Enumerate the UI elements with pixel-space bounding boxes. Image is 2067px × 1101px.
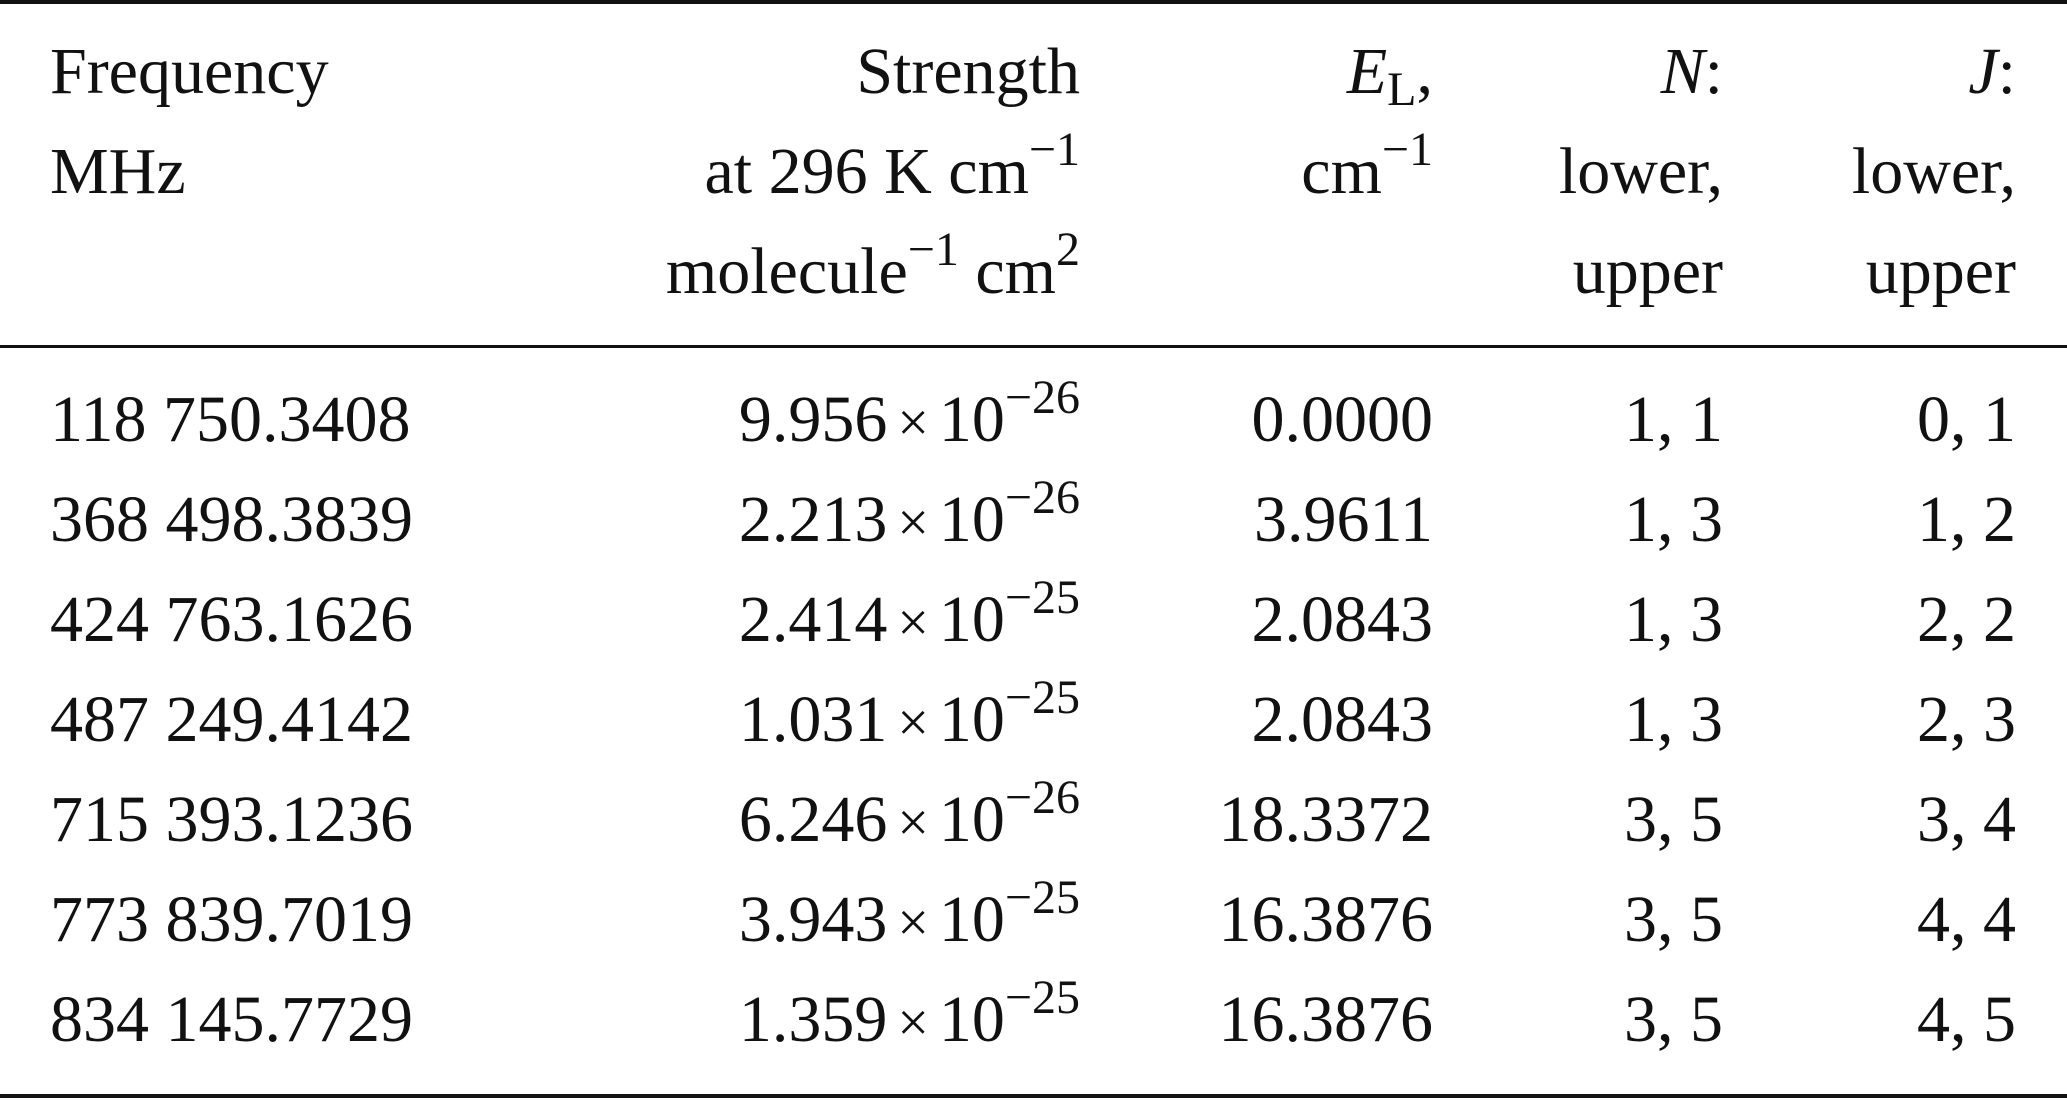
header-rule bbox=[0, 345, 2067, 348]
cell-frequency: 834 145.7729 bbox=[50, 983, 413, 1056]
strength-base: 10 bbox=[938, 683, 1005, 756]
cell-n: 3, 5 bbox=[1624, 983, 1723, 1056]
header-frequency: Frequency MHz bbox=[50, 22, 329, 222]
strength-base: 10 bbox=[938, 483, 1005, 556]
cell-n: 3, 5 bbox=[1624, 883, 1723, 956]
cell-strength: 1.359 × 10−25 bbox=[739, 970, 1080, 1073]
cell-strength: 9.956 × 10−26 bbox=[739, 370, 1080, 473]
strength-mantissa: 1.359 bbox=[738, 983, 888, 1056]
cell-frequency: 424 763.1626 bbox=[50, 583, 413, 656]
top-rule bbox=[0, 0, 2067, 4]
cell-strength: 2.213 × 10−26 bbox=[739, 470, 1080, 573]
times-sign: × bbox=[897, 792, 929, 854]
cell-strength: 2.414 × 10−25 bbox=[739, 570, 1080, 673]
cell-el: 2.0843 bbox=[1251, 583, 1434, 656]
header-j-line3: upper bbox=[1865, 235, 2016, 308]
cell-el: 18.3372 bbox=[1218, 783, 1434, 856]
strength-mantissa: 6.246 bbox=[738, 783, 888, 856]
cell-strength: 6.246 × 10−26 bbox=[739, 770, 1080, 873]
strength-base: 10 bbox=[938, 783, 1005, 856]
header-j-line1: J: bbox=[1968, 35, 2016, 108]
cell-n: 1, 3 bbox=[1624, 583, 1723, 656]
strength-base: 10 bbox=[938, 983, 1005, 1056]
times-sign: × bbox=[897, 992, 929, 1054]
cell-j: 0, 1 bbox=[1917, 383, 2016, 456]
header-el-line2: cm−1 bbox=[1301, 123, 1433, 209]
cell-j: 3, 4 bbox=[1917, 783, 2016, 856]
strength-exponent: −25 bbox=[1004, 871, 1080, 924]
header-j: J: lower, upper bbox=[1852, 22, 2016, 322]
strength-base: 10 bbox=[938, 883, 1005, 956]
strength-mantissa: 9.956 bbox=[738, 383, 888, 456]
header-n-line2: lower, bbox=[1558, 135, 1723, 208]
times-sign: × bbox=[897, 692, 929, 754]
times-sign: × bbox=[897, 492, 929, 554]
header-n: N: lower, upper bbox=[1559, 22, 1723, 322]
cell-frequency: 368 498.3839 bbox=[50, 483, 413, 556]
cell-el: 16.3876 bbox=[1218, 883, 1434, 956]
strength-exponent: −26 bbox=[1004, 471, 1080, 524]
header-el-line1: EL, bbox=[1346, 35, 1433, 116]
times-sign: × bbox=[897, 592, 929, 654]
strength-exponent: −25 bbox=[1004, 571, 1080, 624]
strength-base: 10 bbox=[938, 383, 1005, 456]
cell-j: 1, 2 bbox=[1917, 483, 2016, 556]
cell-j: 4, 4 bbox=[1917, 883, 2016, 956]
strength-exponent: −25 bbox=[1004, 671, 1080, 724]
header-n-line3: upper bbox=[1572, 235, 1723, 308]
header-frequency-line2: MHz bbox=[50, 135, 186, 208]
strength-mantissa: 2.414 bbox=[738, 583, 888, 656]
cell-strength: 1.031 × 10−25 bbox=[739, 670, 1080, 773]
header-n-line1: N: bbox=[1660, 35, 1723, 108]
cell-el: 2.0843 bbox=[1251, 683, 1434, 756]
header-strength-line2: at 296 K cm−1 bbox=[704, 123, 1080, 209]
cell-j: 2, 2 bbox=[1917, 583, 2016, 656]
cell-strength: 3.943 × 10−25 bbox=[739, 870, 1080, 973]
bottom-rule bbox=[0, 1094, 2067, 1098]
cell-frequency: 773 839.7019 bbox=[50, 883, 413, 956]
strength-exponent: −26 bbox=[1004, 771, 1080, 824]
strength-exponent: −25 bbox=[1004, 971, 1080, 1024]
cell-n: 3, 5 bbox=[1624, 783, 1723, 856]
cell-frequency: 715 393.1236 bbox=[50, 783, 413, 856]
cell-j: 4, 5 bbox=[1917, 983, 2016, 1056]
cell-el: 3.9611 bbox=[1253, 483, 1433, 556]
cell-el: 16.3876 bbox=[1218, 983, 1434, 1056]
cell-n: 1, 3 bbox=[1624, 483, 1723, 556]
cell-n: 1, 3 bbox=[1624, 683, 1723, 756]
header-frequency-line1: Frequency bbox=[50, 35, 329, 108]
cell-frequency: 487 249.4142 bbox=[50, 683, 413, 756]
header-strength-line1: Strength bbox=[856, 35, 1080, 108]
header-j-line2: lower, bbox=[1851, 135, 2016, 208]
header-strength: Strength at 296 K cm−1 molecule−1 cm2 bbox=[666, 22, 1080, 322]
header-el: EL, cm−1 bbox=[1301, 22, 1433, 222]
times-sign: × bbox=[897, 392, 929, 454]
cell-frequency: 118 750.3408 bbox=[50, 383, 411, 456]
cell-j: 2, 3 bbox=[1917, 683, 2016, 756]
times-sign: × bbox=[897, 892, 929, 954]
strength-mantissa: 2.213 bbox=[738, 483, 888, 556]
strength-mantissa: 1.031 bbox=[738, 683, 888, 756]
strength-exponent: −26 bbox=[1004, 371, 1080, 424]
header-strength-line3: molecule−1 cm2 bbox=[665, 223, 1080, 309]
strength-base: 10 bbox=[938, 583, 1005, 656]
cell-el: 0.0000 bbox=[1251, 383, 1434, 456]
strength-mantissa: 3.943 bbox=[738, 883, 888, 956]
cell-n: 1, 1 bbox=[1624, 383, 1723, 456]
